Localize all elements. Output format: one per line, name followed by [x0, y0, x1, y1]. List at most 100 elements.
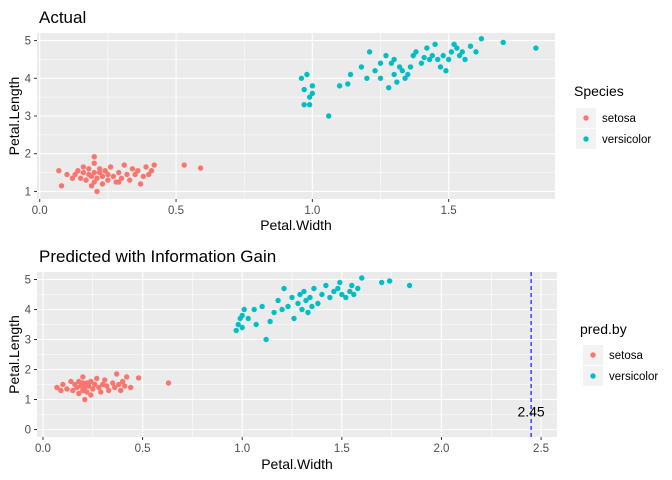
data-point-versicolor: [339, 291, 345, 298]
data-point-versicolor: [388, 60, 395, 66]
data-point-setosa: [112, 384, 118, 391]
y-tick-label: 2: [25, 365, 31, 377]
data-point-versicolor: [326, 113, 332, 119]
data-point-setosa: [72, 171, 78, 178]
data-point-versicolor: [448, 49, 455, 55]
data-point-versicolor: [454, 45, 460, 51]
data-point-setosa: [105, 171, 111, 178]
series-versicolor: [298, 35, 539, 119]
data-point-versicolor: [299, 306, 305, 313]
y-tick-label: 5: [25, 275, 31, 287]
legend-title: Species: [574, 83, 624, 99]
data-point-versicolor: [396, 64, 403, 70]
data-point-setosa: [82, 396, 88, 403]
data-point-versicolor: [345, 81, 351, 87]
data-point-setosa: [129, 166, 136, 172]
data-point-versicolor: [421, 54, 427, 61]
data-point-versicolor: [271, 309, 277, 316]
data-point-versicolor: [245, 315, 251, 322]
data-point-versicolor: [372, 68, 378, 74]
data-point-versicolor: [478, 35, 485, 42]
data-point-setosa: [75, 168, 81, 174]
data-point-versicolor: [327, 294, 333, 301]
data-point-setosa: [107, 164, 114, 170]
data-point-setosa: [126, 177, 133, 183]
x-tick-label: 1.5: [334, 443, 350, 455]
data-point-versicolor: [235, 321, 241, 328]
data-point-setosa: [102, 168, 108, 174]
data-point-versicolor: [309, 83, 316, 89]
data-point-setosa: [94, 375, 100, 382]
threshold-annotation: 2.45: [517, 404, 544, 420]
chart-panel-2: 0.0 0.5 1.0 1.5 2.0 2.5 0 1 2 3 4 5 2.45 Predicted wi…: [6, 247, 658, 472]
data-point-versicolor: [304, 71, 310, 78]
data-point-versicolor: [378, 279, 385, 286]
data-point-versicolor: [309, 90, 316, 97]
data-point-versicolor: [253, 321, 259, 328]
x-tick-label: 0.0: [35, 443, 51, 455]
data-point-versicolor: [295, 300, 301, 307]
data-point-versicolor: [391, 56, 397, 63]
data-point-versicolor: [440, 52, 446, 59]
data-point-setosa: [64, 386, 70, 392]
chart-panel-1: 0.0 0.5 1.0 1.5 1 2 3 4 5 Actual Petal.Width Petal.…: [6, 8, 651, 233]
data-point-setosa: [121, 383, 128, 389]
data-point-setosa: [110, 173, 117, 180]
data-point-setosa: [140, 173, 147, 180]
data-point-versicolor: [301, 86, 307, 93]
data-point-versicolor: [281, 285, 287, 292]
data-point-versicolor: [263, 336, 269, 343]
data-point-setosa: [165, 380, 172, 386]
data-point-setosa: [56, 168, 62, 174]
data-point-setosa: [94, 188, 100, 195]
legend: Species setosa versicolor: [574, 83, 651, 149]
data-point-versicolor: [315, 300, 321, 307]
y-tick-label: 3: [25, 335, 31, 347]
data-point-versicolor: [473, 49, 479, 55]
data-point-versicolor: [279, 306, 285, 313]
data-point-versicolor: [358, 64, 365, 70]
data-point-versicolor: [406, 282, 413, 289]
data-point-versicolor: [297, 291, 303, 298]
data-point-setosa: [90, 386, 96, 392]
data-point-versicolor: [275, 297, 281, 304]
data-point-setosa: [99, 173, 106, 180]
data-point-setosa: [88, 183, 95, 189]
data-point-setosa: [58, 387, 64, 394]
data-point-setosa: [58, 183, 65, 189]
data-point-versicolor: [298, 75, 305, 81]
data-point-versicolor: [291, 315, 297, 322]
data-point-versicolor: [239, 324, 245, 331]
data-point-versicolor: [399, 68, 406, 74]
y-tick-label: 5: [25, 36, 31, 48]
data-point-setosa: [146, 171, 152, 178]
data-point-versicolor: [435, 56, 441, 63]
y-axis-label: Petal.Length: [6, 77, 22, 156]
data-point-versicolor: [359, 275, 365, 281]
data-point-versicolor: [443, 68, 449, 74]
data-point-versicolor: [343, 294, 349, 301]
data-point-versicolor: [386, 278, 393, 284]
data-point-setosa: [102, 377, 108, 383]
data-point-versicolor: [307, 294, 313, 301]
data-point-versicolor: [462, 56, 468, 63]
data-point-versicolor: [285, 303, 291, 310]
x-tick-label: 1.5: [441, 205, 457, 217]
data-point-versicolor: [402, 75, 408, 81]
data-point-versicolor: [410, 52, 416, 59]
data-point-setosa: [80, 374, 86, 380]
y-tick-label: 4: [25, 73, 32, 85]
legend-label-versicolor: versicolor: [602, 134, 651, 146]
data-point-versicolor: [349, 282, 355, 289]
data-point-versicolor: [309, 303, 315, 310]
data-point-versicolor: [383, 52, 389, 59]
data-point-setosa: [91, 160, 97, 166]
series-setosa: [54, 371, 172, 403]
data-point-setosa: [115, 381, 122, 388]
data-point-setosa: [68, 378, 74, 385]
legend-title: pred.by: [580, 321, 627, 337]
legend-label-versicolor: versicolor: [609, 371, 658, 383]
legend-key-setosa: [583, 115, 589, 121]
y-tick-label: 1: [25, 395, 31, 407]
data-point-versicolor: [239, 312, 245, 319]
